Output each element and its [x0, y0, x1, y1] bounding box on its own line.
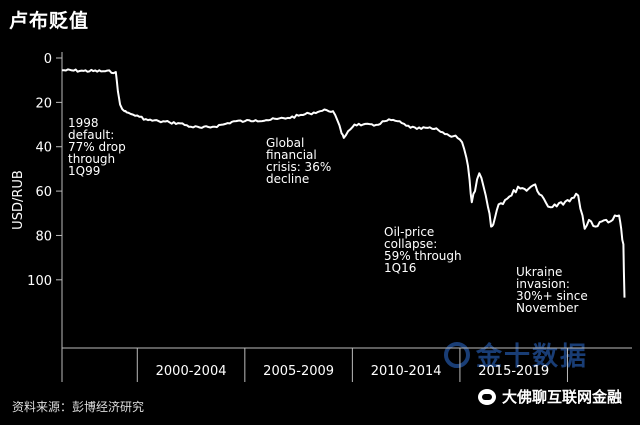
annotation-line: decline: [266, 172, 309, 186]
y-tick-label: 80: [35, 229, 52, 244]
series-line-usd-rub: [62, 68, 626, 298]
chart-title: 卢布贬值: [9, 10, 90, 32]
annotation-line: default:: [68, 128, 114, 142]
annotation-line: through: [68, 152, 115, 166]
annotation-line: November: [516, 301, 578, 315]
annotation-3: Oil-price collapse: 59% through 1Q16: [384, 225, 462, 275]
x-period-label: 2000-2004: [156, 364, 227, 379]
x-period-label: 2005-2009: [263, 364, 334, 379]
wechat-icon: [478, 388, 496, 405]
y-tick-label: 60: [35, 185, 52, 200]
annotation-line: 1Q16: [384, 261, 416, 275]
annotation-line: crisis: 36%: [266, 160, 331, 174]
annotation-line: 59% through: [384, 249, 462, 263]
annotation-4: Ukraine invasion: 30%+ since November: [516, 265, 588, 315]
x-period-label: 2010-2014: [371, 364, 442, 379]
brand: 大佛聊互联网金融: [478, 386, 622, 407]
annotation-line: invasion:: [516, 277, 570, 291]
annotation-line: 77% drop: [68, 140, 126, 154]
annotation-line: 1Q99: [68, 164, 100, 178]
annotation-1: 1998 default: 77% drop through 1Q99: [68, 116, 126, 178]
y-tick-label: 40: [35, 141, 52, 156]
y-tick-label: 0: [44, 52, 52, 67]
annotation-line: Ukraine: [516, 265, 562, 279]
brand-name: 大佛聊互联网金融: [502, 388, 623, 406]
watermark-logo-icon: [444, 341, 470, 368]
y-tick-label: 100: [27, 274, 52, 289]
annotation-line: collapse:: [384, 237, 437, 251]
y-tick-label: 20: [35, 96, 52, 111]
x-period-label: 2015-2019: [478, 364, 549, 379]
annotation-line: Global: [266, 136, 304, 150]
y-axis-label: USD/RUB: [11, 170, 26, 230]
annotation-line: Oil-price: [384, 225, 434, 239]
annotation-line: financial: [266, 148, 317, 162]
source-note: 资料来源：彭博经济研究: [12, 400, 145, 414]
annotation-line: 1998: [68, 116, 99, 130]
annotation-line: 30%+ since: [516, 289, 588, 303]
annotation-2: Global financial crisis: 36% decline: [266, 136, 331, 186]
